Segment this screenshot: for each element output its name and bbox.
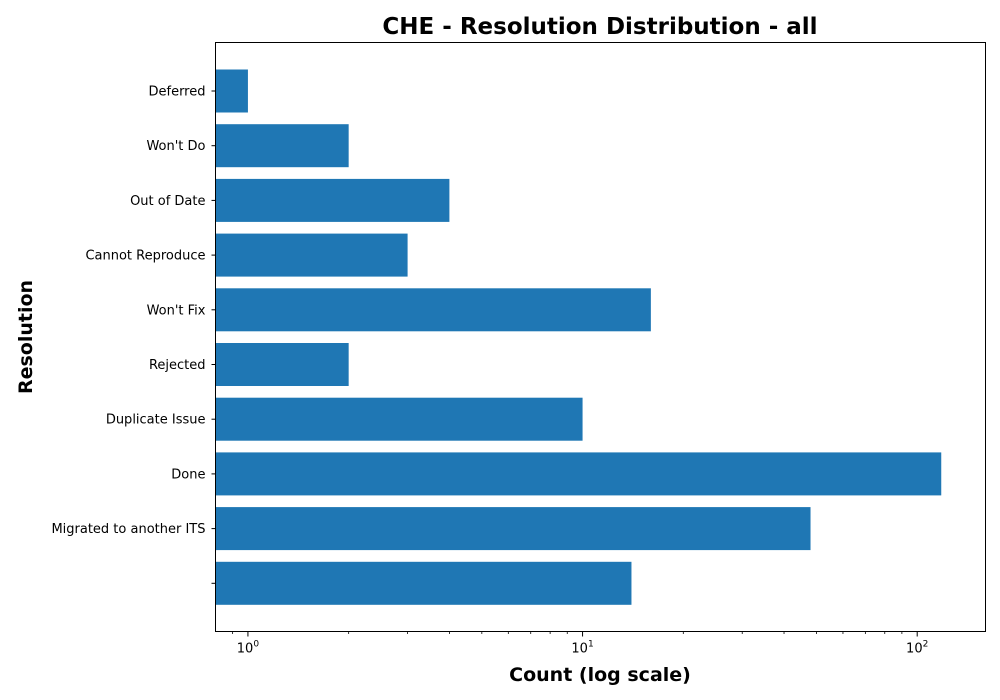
bar <box>215 397 583 441</box>
y-tick-label: Out of Date <box>130 194 205 209</box>
bar <box>215 452 942 496</box>
bar <box>215 233 408 277</box>
y-tick-label: Won't Fix <box>147 303 206 318</box>
x-ticks-group: 100 101 102 <box>232 631 928 657</box>
x-tick-label: 100 <box>237 640 260 657</box>
y-tick-label: Migrated to another ITS <box>51 522 205 537</box>
bar <box>215 507 811 551</box>
bar <box>215 69 248 113</box>
y-tick-label: Deferred <box>148 85 205 100</box>
bar <box>215 561 632 605</box>
x-tick-label: 102 <box>906 640 928 657</box>
bar <box>215 178 450 222</box>
bar <box>215 124 349 168</box>
y-tick-label: Duplicate Issue <box>106 413 206 428</box>
y-tick-label: Won't Do <box>146 139 205 154</box>
y-axis-label: Resolution <box>15 280 37 394</box>
y-tick-label: Done <box>171 467 205 482</box>
y-tick-label: Cannot Reproduce <box>85 249 205 264</box>
chart-title: CHE - Resolution Distribution - all <box>382 14 817 40</box>
bar <box>215 343 349 386</box>
bars-group <box>215 69 942 605</box>
bar <box>215 288 651 332</box>
x-tick-label: 101 <box>571 640 593 657</box>
y-tick-label: Rejected <box>149 358 206 373</box>
y-ticks-group: Deferred Won't Do Out of Date Cannot Reprod… <box>51 85 216 584</box>
plot-frame <box>215 42 986 632</box>
x-axis-label: Count (log scale) <box>509 664 691 686</box>
